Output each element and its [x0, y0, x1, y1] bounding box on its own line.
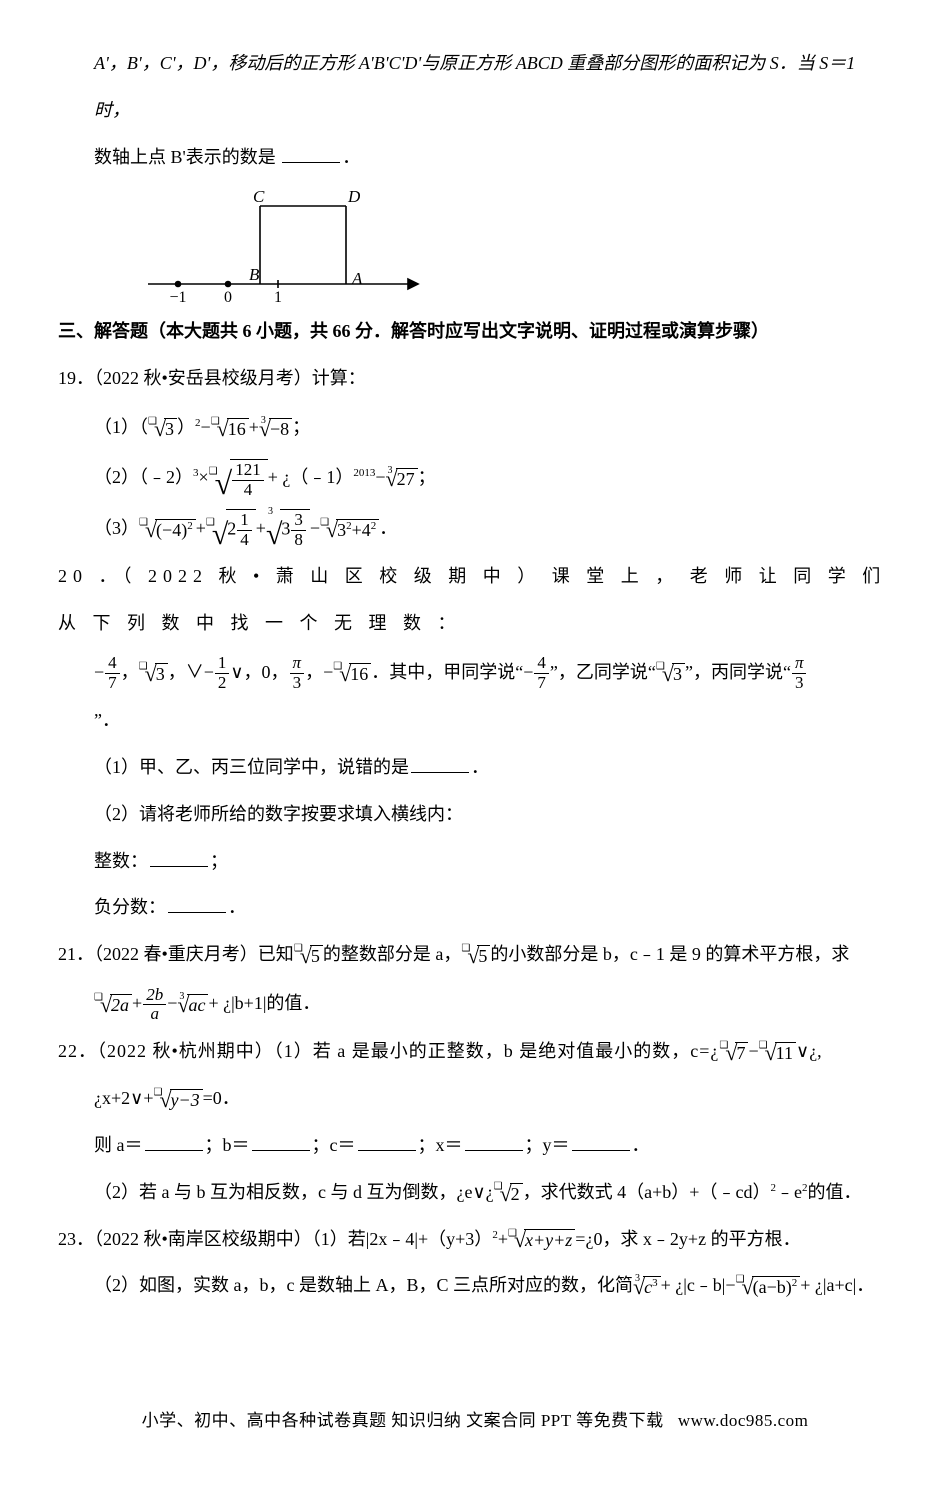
blank [168, 894, 226, 913]
q22-p2: （2）若 a 与 b 互为相反数，c 与 d 互为倒数，¿e∨¿❑√2，求代数式… [58, 1169, 892, 1216]
text: ． [342, 147, 360, 167]
svg-text:A: A [351, 269, 363, 288]
q20-int: 整数：； [58, 838, 892, 885]
q20-p2: （2）请将老师所给的数字按要求填入横线内： [58, 791, 892, 838]
q20-list-tail: ”． [58, 697, 892, 744]
figure-numberline-square: −1 0 1 B A C D [138, 184, 438, 304]
svg-text:D: D [347, 187, 361, 206]
q22-line2: ¿x+2∨+❑√y−3=0． [58, 1075, 892, 1122]
svg-text:−1: −1 [169, 289, 186, 304]
blank [145, 1132, 203, 1151]
svg-text:0: 0 [224, 289, 232, 304]
q23-p2: （2）如图，实数 a，b，c 是数轴上 A，B，C 三点所对应的数，化简3√c3… [58, 1262, 892, 1309]
blank [411, 754, 469, 773]
text: A'，B'，C'，D'，移动后的正方形 A'B'C'D'与原正方形 ABCD 重… [94, 53, 855, 120]
q19-part2: （2）（﹣2）3×❑√1214+ ¿（﹣1）2013−3√27； [58, 452, 892, 502]
q22-head: 22．（2022 秋•杭州期中）（1）若 a 是最小的正整数，b 是绝对值最小的… [58, 1028, 892, 1075]
footer-url: www.doc985.com [678, 1411, 809, 1430]
blank [465, 1132, 523, 1151]
q23-head: 23．（2022 秋•南岸区校级期中）（1）若|2x﹣4|+（y+3）2+❑√x… [58, 1216, 892, 1263]
svg-text:B: B [249, 265, 260, 284]
q19-part3: （3）❑√(−4)2+❑√214+3√338−❑√32+42． [58, 503, 892, 553]
blank [358, 1132, 416, 1151]
q21-expr: ❑√2a+2ba−3√ac+ ¿|b+1|的值． [58, 978, 892, 1028]
page-footer: 小学、初中、高中各种试卷真题 知识归纳 文案合同 PPT 等免费下载 www.d… [58, 1399, 892, 1443]
svg-text:C: C [253, 187, 265, 206]
svg-text:1: 1 [274, 289, 282, 304]
q19-part1: （1）（❑√3）2−❑√16+3√−8； [58, 402, 892, 452]
section-3-title: 三、解答题（本大题共 6 小题，共 66 分．解答时应写出文字说明、证明过程或演… [58, 308, 892, 355]
q21-head: 21．（2022 春•重庆月考）已知❑√5的整数部分是 a，❑√5的小数部分是 … [58, 931, 892, 978]
text: 数轴上点 B'表示的数是 [94, 147, 276, 167]
q20-head: 20 ．（ 2022 秋 • 萧 山 区 校 级 期 中 ） 课 堂 上 ， 老… [58, 553, 892, 647]
blank [282, 144, 340, 163]
q22-fills: 则 a＝；b＝；c＝；x＝；y＝． [58, 1122, 892, 1169]
q20-p1: （1）甲、乙、丙三位同学中，说错的是． [58, 744, 892, 791]
q19-head: 19．（2022 秋•安岳县校级月考）计算： [58, 355, 892, 402]
footer-text: 小学、初中、高中各种试卷真题 知识归纳 文案合同 PPT 等免费下载 [142, 1411, 664, 1430]
blank [252, 1132, 310, 1151]
para-top-line2: 数轴上点 B'表示的数是 ． [58, 134, 892, 181]
blank [150, 848, 208, 867]
blank [572, 1132, 630, 1151]
q20-list: −47，❑√3，∨−12∨，0，π3，−❑√16．其中，甲同学说“−47”，乙同… [58, 647, 892, 697]
para-top-line1: A'，B'，C'，D'，移动后的正方形 A'B'C'D'与原正方形 ABCD 重… [58, 40, 892, 134]
q20-neg: 负分数：． [58, 884, 892, 931]
